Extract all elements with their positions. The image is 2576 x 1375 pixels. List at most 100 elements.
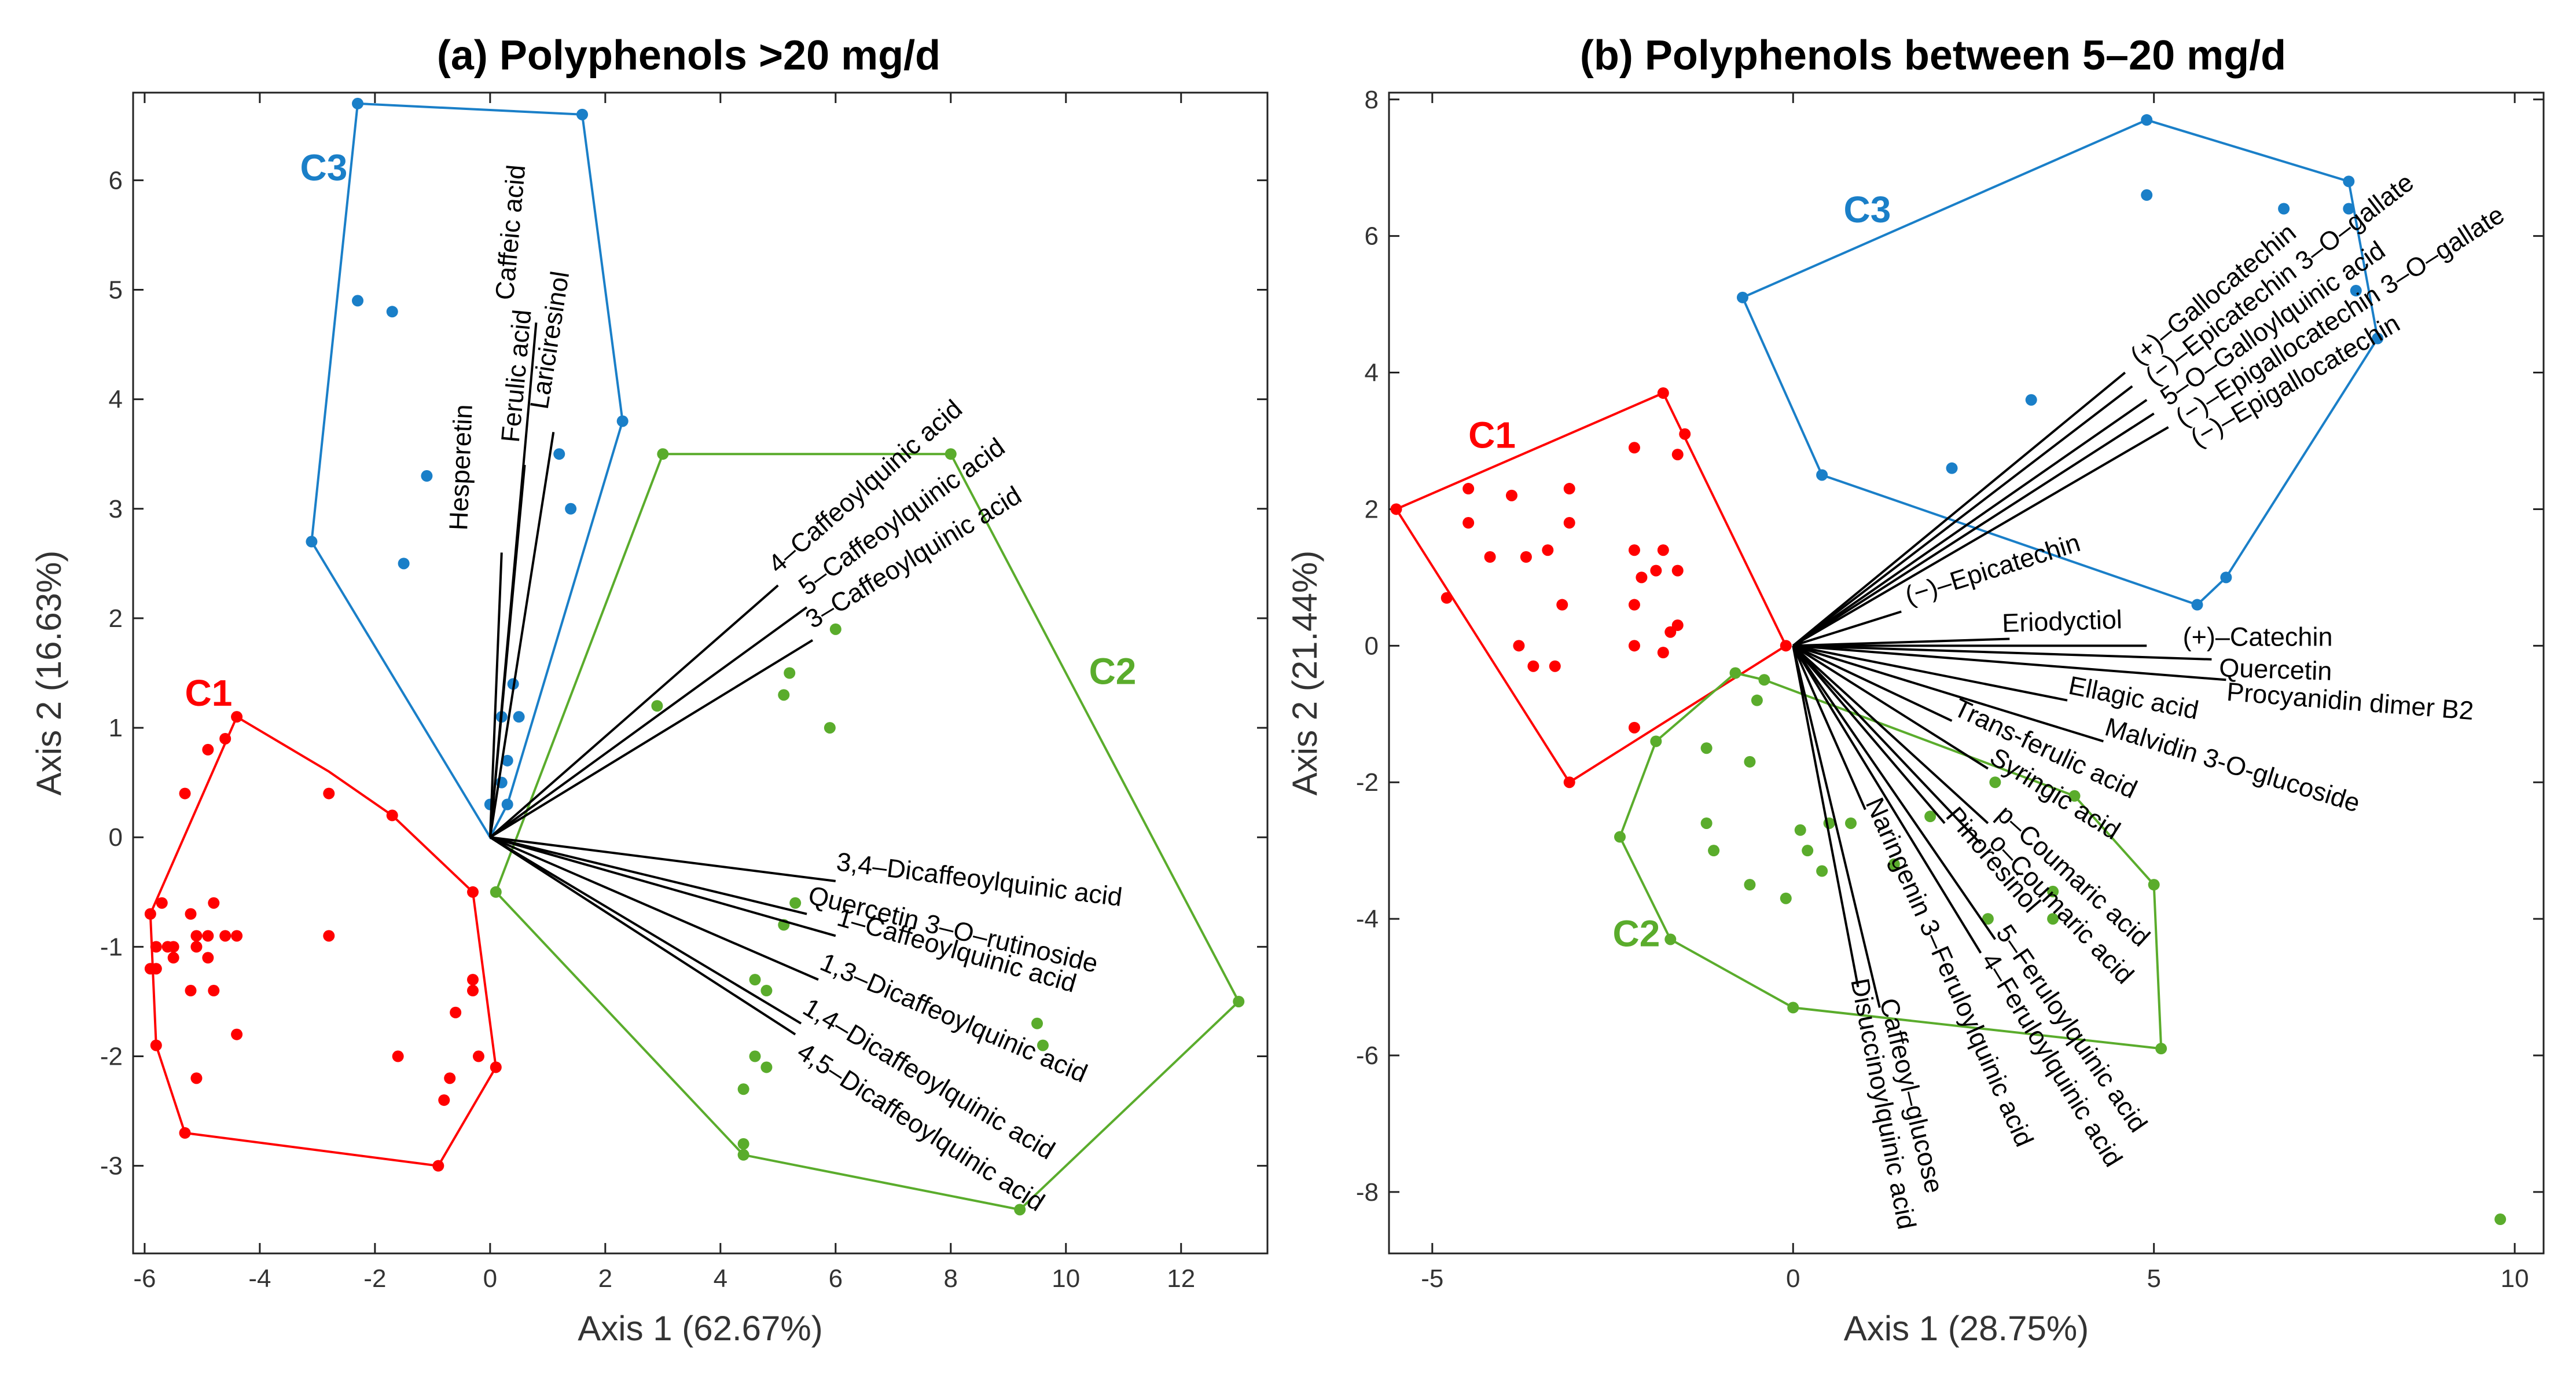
panel-b-x-tick-label: 5 <box>2147 1264 2160 1293</box>
panel-a-point-c1 <box>208 985 219 996</box>
panel-a-loading-line <box>490 607 807 837</box>
panel-a-y-tick-label: -1 <box>100 933 123 961</box>
panel-b-point-c2 <box>1701 817 1713 829</box>
panel-b-point-c3 <box>1816 469 1828 481</box>
panel-a-y-tick-label: 1 <box>109 714 123 742</box>
panel-a-point-c1 <box>185 985 196 996</box>
panel-b-loading-label: (−)–Epicatechin <box>1901 527 2083 610</box>
figure: (a) Polyphenols >20 mg/d (b) Polyphenols… <box>0 0 2576 1375</box>
panel-b-x-tick-label: -5 <box>1421 1264 1443 1293</box>
panel-b-point-c1 <box>1629 544 1640 556</box>
panel-a-point-c1 <box>323 788 335 800</box>
panel-a-point-c2 <box>760 1061 772 1073</box>
panel-a-point-c1 <box>467 886 479 898</box>
panel-b-point-c1 <box>1679 428 1691 440</box>
panel-b-point-c1 <box>1527 661 1539 672</box>
panel-b-point-c3 <box>1737 292 1748 303</box>
panel-a-point-c1 <box>202 744 214 756</box>
panel-a-y-axis-label: Axis 2 (16.63%) <box>30 551 68 796</box>
panel-b-point-c2 <box>1780 893 1792 904</box>
panel-a-point-c2 <box>830 624 841 635</box>
panel-b-point-c1 <box>1658 647 1669 658</box>
panel-a-cluster-label-c1: C1 <box>185 672 233 714</box>
panel-a-point-c1 <box>219 733 231 745</box>
panel-b-point-c2 <box>1708 845 1719 856</box>
panel-a-y-tick-label: 0 <box>109 823 123 852</box>
panel-b-point-c1 <box>1549 661 1561 672</box>
panel-a-x-tick-label: 4 <box>714 1264 727 1293</box>
panel-a-point-c2 <box>738 1138 749 1150</box>
panel-b-point-c1 <box>1556 599 1568 611</box>
panel-b-point-c2 <box>2494 1213 2506 1225</box>
panel-b-point-c2 <box>2155 1043 2167 1054</box>
panel-b-point-c1 <box>1650 565 1662 577</box>
panel-b-loading-line <box>1793 646 2226 680</box>
panel-a-point-c1 <box>150 941 162 952</box>
panel-a-point-c3 <box>565 503 576 515</box>
panel-b-point-c1 <box>1629 640 1640 651</box>
panel-a-point-c3 <box>421 470 432 482</box>
panel-b-y-tick-label: -8 <box>1356 1178 1379 1207</box>
panel-b-point-c2 <box>1989 776 2001 788</box>
panel-b-point-c2 <box>1664 933 1676 945</box>
panel-a-point-c2 <box>657 448 668 460</box>
panel-a-y-tick-label: 2 <box>109 604 123 633</box>
panel-a-point-c1 <box>444 1072 455 1084</box>
panel-a-point-c2 <box>824 722 836 734</box>
panel-a-point-c2 <box>784 668 795 679</box>
panel-b-loading-line <box>1793 373 2125 646</box>
panel-b-point-c3 <box>2220 571 2232 583</box>
panel-b-point-c2 <box>1816 866 1828 877</box>
panel-b-point-c1 <box>1629 722 1640 734</box>
panel-a-loading-line <box>490 585 778 837</box>
panel-b-cluster-label-c1: C1 <box>1468 414 1516 456</box>
panel-b-y-tick-label: 6 <box>1365 222 1379 251</box>
panel-a-y-tick-label: -2 <box>100 1043 123 1071</box>
panel-b-point-c3 <box>2026 394 2037 406</box>
panel-b-y-tick-label: 2 <box>1365 495 1379 523</box>
panel-b-y-tick-label: 8 <box>1365 86 1379 114</box>
panel-b-point-c2 <box>1751 695 1763 706</box>
panel-b-point-c3 <box>2141 114 2152 126</box>
panel-a-x-tick-label: 8 <box>944 1264 958 1293</box>
panel-a-x-tick-label: 2 <box>598 1264 612 1293</box>
panel-a-loading-line <box>490 837 801 1024</box>
panel-a-point-c1 <box>190 941 202 952</box>
panel-a-cluster-label-c2: C2 <box>1089 650 1137 692</box>
panel-a-cluster-label-c3: C3 <box>300 146 348 188</box>
panel-b-point-c1 <box>1441 592 1453 604</box>
panel-a-point-c1 <box>179 788 191 800</box>
panel-b-y-tick-label: -4 <box>1356 905 1379 933</box>
panel-a-point-c2 <box>738 1083 749 1095</box>
panel-b-cluster-label-c2: C2 <box>1613 912 1660 954</box>
panel-a-point-c1 <box>185 908 196 920</box>
panel-a-point-c1 <box>202 952 214 963</box>
panel-b-y-tick-label: -6 <box>1356 1042 1379 1070</box>
panel-a-point-c1 <box>150 963 162 974</box>
panel-a-point-c2 <box>651 700 663 712</box>
panel-a-point-c1 <box>156 897 168 909</box>
panel-a-point-c1 <box>150 1040 162 1051</box>
panel-b-loading-line <box>1793 646 1995 939</box>
panel-b-point-c1 <box>1658 544 1669 556</box>
panel-a-x-axis-label: Axis 1 (62.67%) <box>578 1309 823 1348</box>
panel-a-point-c1 <box>467 974 479 985</box>
panel-a-point-c3 <box>398 558 410 569</box>
panel-a-point-c2 <box>789 897 801 909</box>
panel-a-y-tick-label: 5 <box>109 276 123 304</box>
panel-a-point-c2 <box>1031 1018 1043 1029</box>
panel-a-x-tick-label: 12 <box>1167 1264 1195 1293</box>
panel-a-point-c2 <box>490 886 502 898</box>
panel-a-x-tick-label: -4 <box>248 1264 271 1293</box>
panel-a-point-c3 <box>387 306 398 317</box>
panel-a-point-c1 <box>231 711 242 723</box>
panel-a-point-c1 <box>490 1061 502 1073</box>
panel-a-point-c1 <box>392 1051 404 1062</box>
panel-b-loading-line <box>1793 646 1865 809</box>
panel-a-point-c1 <box>387 809 398 821</box>
panel-b-point-c1 <box>1506 490 1517 501</box>
panel-a-point-c2 <box>945 448 957 460</box>
panel-b-y-tick-label: -2 <box>1356 768 1379 797</box>
panel-b-loading-label: Procyanidin dimer B2 <box>2226 677 2475 725</box>
panel-b-point-c1 <box>1462 483 1474 494</box>
